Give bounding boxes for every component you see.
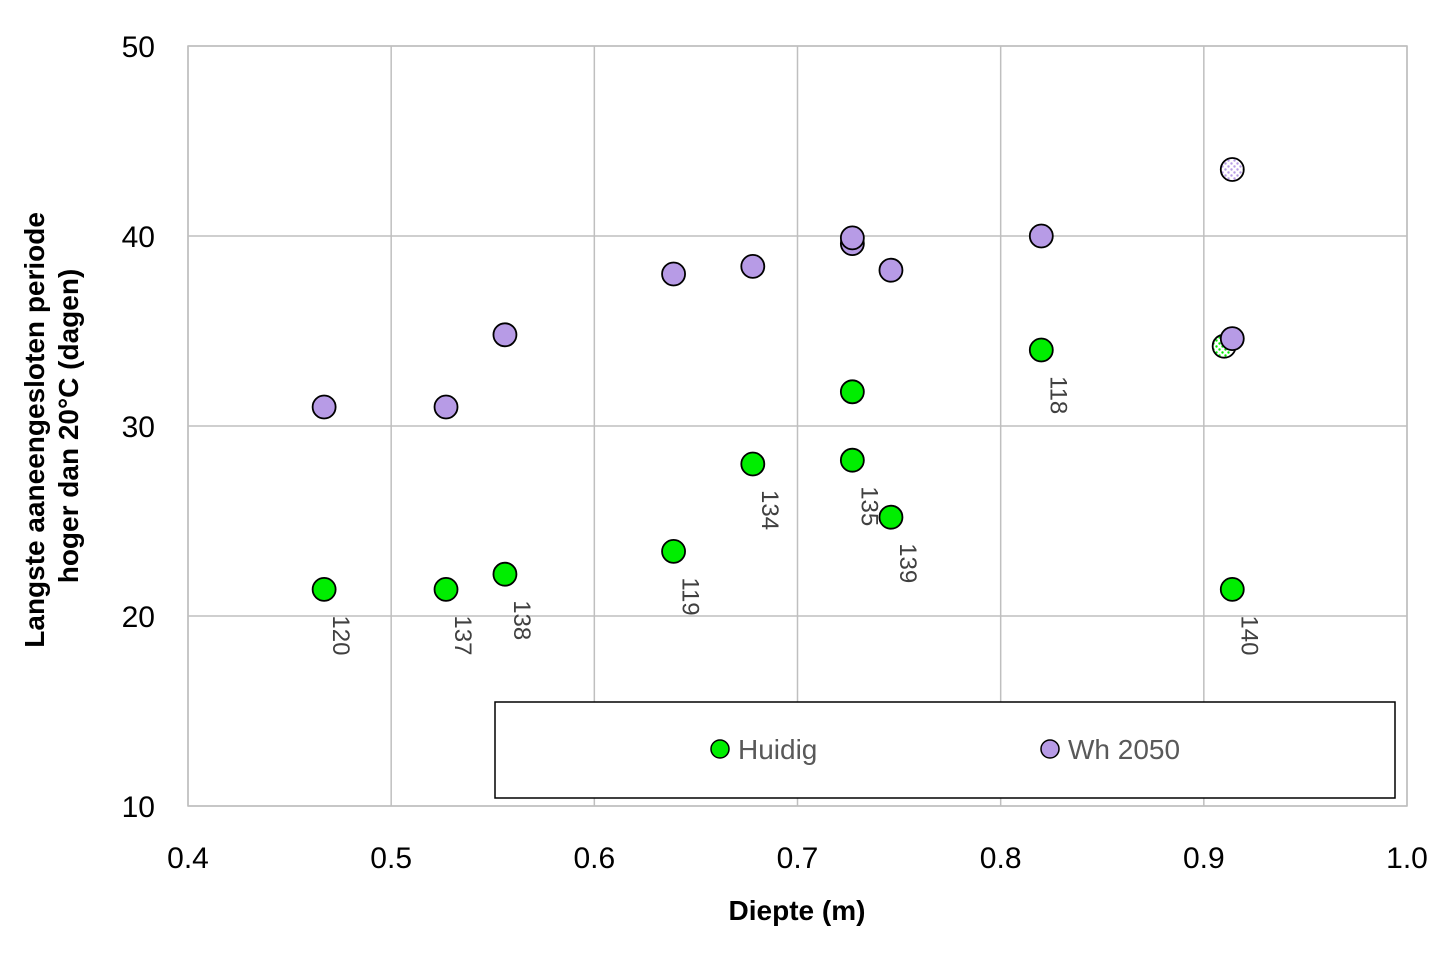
wh2050-point — [878, 257, 904, 283]
y-tick-label: 50 — [122, 31, 155, 64]
legend-label-huidig: Huidig — [738, 734, 817, 765]
legend-box — [494, 701, 1396, 799]
legend-marker-wh2050 — [1040, 739, 1060, 759]
wh2050-point — [1028, 223, 1054, 249]
legend-label-wh2050: Wh 2050 — [1068, 734, 1180, 765]
huidig-point — [661, 539, 686, 564]
x-tick-label: 0.6 — [573, 842, 615, 875]
point-label: 118 — [1044, 376, 1071, 414]
wh2050-point — [740, 253, 766, 279]
point-label: 137 — [449, 615, 476, 655]
x-tick-label: 0.4 — [167, 842, 209, 875]
data-points — [311, 157, 1245, 602]
y-tick-label: 40 — [122, 221, 155, 254]
point-labels: 120 137 138 119 134 135 139 118 140 — [327, 376, 1262, 655]
point-label: 119 — [677, 577, 704, 615]
x-axis-title: Diepte (m) — [729, 895, 866, 926]
wh2050-point — [661, 261, 686, 287]
huidig-point — [492, 561, 518, 587]
huidig-point — [433, 577, 459, 602]
point-label: 135 — [855, 486, 882, 526]
point-label: 139 — [894, 543, 921, 583]
huidig-point — [1028, 337, 1054, 363]
y-axis-title-line-2: hoger dan 20°C (dagen) — [53, 269, 84, 584]
point-label: 134 — [756, 490, 783, 530]
y-axis-ticks: 10 20 30 40 50 — [122, 31, 155, 824]
wh2050-point — [1219, 157, 1245, 182]
x-tick-label: 0.8 — [980, 842, 1022, 875]
x-tick-label: 0.9 — [1183, 842, 1225, 875]
huidig-point — [839, 379, 865, 405]
x-axis-ticks: 0.4 0.5 0.6 0.7 0.8 0.9 1.0 — [167, 842, 1428, 875]
y-tick-label: 30 — [122, 411, 155, 444]
huidig-point — [1219, 577, 1245, 602]
point-label: 120 — [327, 615, 354, 655]
wh2050-point — [1219, 326, 1245, 352]
legend: Huidig Wh 2050 — [494, 701, 1396, 799]
y-tick-label: 10 — [122, 791, 155, 824]
wh2050-point — [492, 322, 518, 348]
huidig-point — [740, 451, 766, 477]
huidig-point — [878, 504, 904, 530]
huidig-point — [311, 577, 337, 602]
huidig-point — [839, 447, 865, 473]
legend-marker-huidig — [710, 739, 730, 759]
wh2050-point — [311, 394, 337, 420]
x-tick-label: 0.5 — [370, 842, 412, 875]
y-axis-title-line-1: Langste aaneengesloten periode — [19, 212, 50, 648]
wh2050-point — [839, 225, 865, 251]
y-axis-title: Langste aaneengesloten periode hoger dan… — [19, 204, 84, 647]
gridlines — [187, 45, 1408, 807]
point-label: 140 — [1235, 615, 1262, 655]
wh2050-point — [433, 394, 459, 420]
y-tick-label: 20 — [122, 601, 155, 634]
x-tick-label: 1.0 — [1386, 842, 1428, 875]
point-label: 138 — [508, 600, 535, 640]
x-tick-label: 0.7 — [777, 842, 819, 875]
